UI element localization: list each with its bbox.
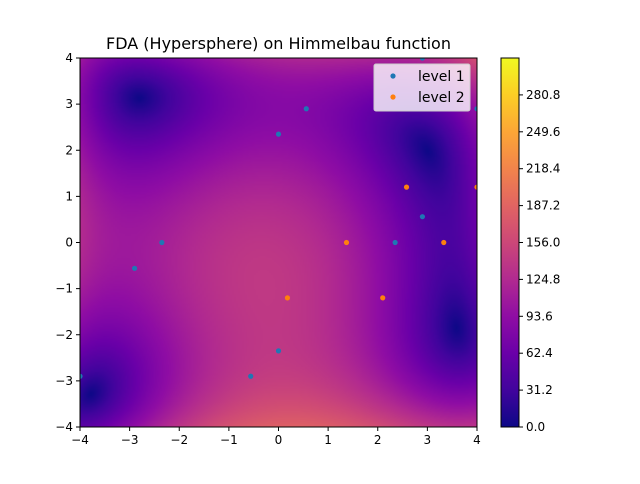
x-tick-label: 2 [374, 433, 382, 447]
point-level-2-5 [474, 184, 477, 190]
colorbar-tick-label: 0.0 [526, 420, 545, 434]
y-tick-label: 2 [65, 143, 73, 157]
x-tick-label: 4 [473, 433, 481, 447]
point-level-1-5 [248, 373, 254, 379]
point-level-2-3 [380, 295, 386, 301]
colorbar-tick-label: 62.4 [526, 346, 553, 360]
colorbar-tick-label: 124.8 [526, 272, 560, 286]
y-tick-label: −4 [55, 420, 73, 434]
colorbar-tick-label: 280.8 [526, 88, 560, 102]
plot-area [79, 57, 478, 428]
x-tick-label: −2 [170, 433, 188, 447]
y-tick-label: −1 [55, 282, 73, 296]
colorbar-tick-label: 156.0 [526, 236, 560, 250]
point-level-1-9 [474, 106, 477, 112]
legend-box [373, 63, 471, 112]
x-tick-label: 3 [424, 433, 432, 447]
x-tick-label: −3 [121, 433, 139, 447]
y-tick-label: 4 [65, 51, 73, 65]
x-tick-label: 0 [275, 433, 283, 447]
point-level-1-10 [419, 58, 426, 61]
colorbar-tick-label: 249.6 [526, 125, 560, 139]
colorbar: 0.0 31.2 62.4 93.6 124.8 156.0 187.2 218.4 249.6… [500, 57, 560, 434]
point-level-2-1 [343, 239, 350, 246]
colorbar-tick-label: 93.6 [526, 309, 553, 323]
point-level-2-0 [403, 184, 410, 190]
legend: level 1 level 2 [373, 63, 471, 112]
y-tick-label: −3 [55, 374, 73, 388]
colorbar-gradient [501, 58, 519, 427]
y-tick-label: 1 [65, 189, 73, 203]
y-tick-label: −2 [55, 328, 73, 342]
x-tick-label: 1 [324, 433, 332, 447]
colorbar-tick-label: 31.2 [526, 383, 553, 397]
point-level-1-8 [80, 373, 83, 379]
point-level-1-3 [131, 265, 138, 271]
point-level-2-4 [441, 239, 447, 246]
legend-label-level-1: level 1 [418, 69, 465, 85]
chart-title: FDA (Hypersphere) on Himmelbau function [106, 34, 451, 53]
colorbar-tick-label: 218.4 [526, 162, 560, 176]
point-level-1-1 [275, 131, 282, 137]
point-level-1-7 [419, 214, 426, 220]
point-level-1-0 [303, 106, 309, 112]
point-level-2-2 [284, 295, 291, 301]
legend-marker-level-1 [390, 73, 396, 79]
heatmap [80, 58, 477, 427]
legend-marker-level-2 [390, 94, 396, 100]
point-level-1-4 [275, 348, 282, 354]
colorbar-tick-label: 187.2 [526, 199, 560, 213]
y-tick-label: 3 [65, 97, 73, 111]
legend-label-level-2: level 2 [418, 90, 465, 106]
point-level-1-2 [159, 239, 165, 246]
y-tick-label: 0 [65, 236, 73, 250]
point-level-1-6 [392, 239, 398, 246]
x-tick-label: −1 [220, 433, 238, 447]
x-tick-label: −4 [71, 433, 89, 447]
